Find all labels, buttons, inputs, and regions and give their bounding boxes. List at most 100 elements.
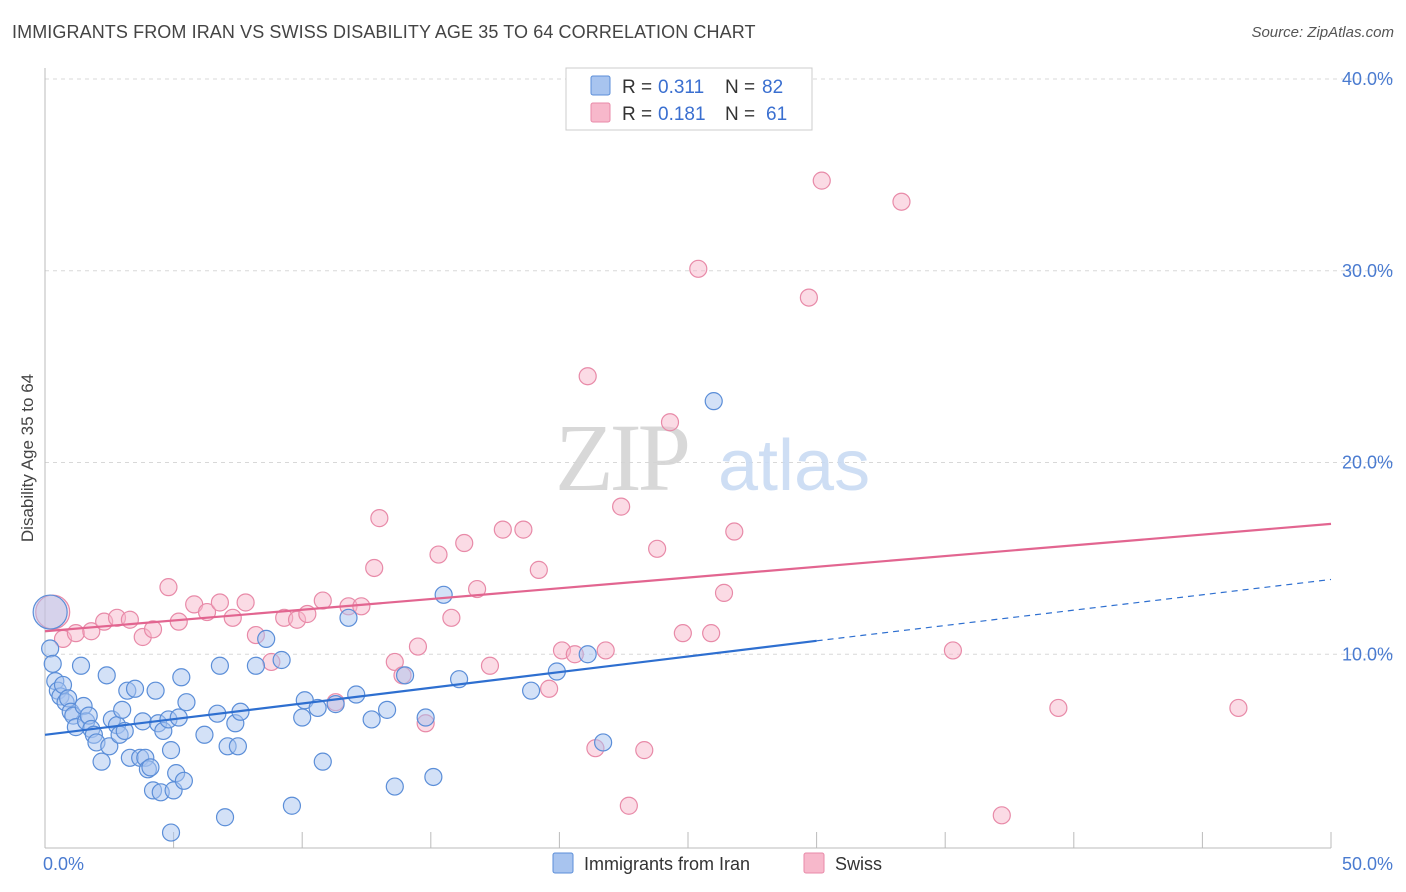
gridlines <box>45 78 1393 655</box>
y-tick-label: 40.0% <box>1342 69 1393 89</box>
swiss-r-value: 0.181 <box>658 104 706 125</box>
iran-point <box>395 666 415 685</box>
iran-point <box>174 771 193 790</box>
swiss-legend-swatch <box>590 102 611 123</box>
swiss-point <box>540 679 559 698</box>
iran-point <box>32 594 68 630</box>
swiss-point <box>578 367 597 386</box>
iran-point <box>146 681 165 700</box>
iran-point <box>43 654 62 673</box>
iran-point <box>228 737 247 756</box>
source-credit: Source: ZipAtlas.com <box>1251 24 1394 41</box>
iran-point <box>195 725 214 744</box>
y-tick-label: 10.0% <box>1342 644 1393 664</box>
iran-r-value: 0.311 <box>658 77 704 98</box>
series-legend: Immigrants from Iran Swiss <box>552 852 882 874</box>
iran-trend-line <box>44 639 817 736</box>
swiss-points <box>35 171 1248 825</box>
iran-point <box>215 808 235 827</box>
iran-point <box>100 737 119 756</box>
iran-point <box>308 698 327 718</box>
iran-point <box>246 656 266 675</box>
iran-series-label: Immigrants from Iran <box>584 854 750 874</box>
iran-point <box>113 700 132 719</box>
iran-point <box>522 681 541 700</box>
iran-point <box>313 752 332 771</box>
swiss-point <box>408 637 428 656</box>
iran-point <box>71 656 91 675</box>
swiss-point <box>159 578 178 597</box>
swiss-point <box>455 533 474 553</box>
iran-point <box>704 392 723 411</box>
stats-legend: R = 0.311 N = 82 R = 0.181 N = 61 <box>565 67 813 131</box>
iran-point <box>578 645 597 664</box>
swiss-series-label: Swiss <box>835 854 882 874</box>
iran-point <box>424 767 443 787</box>
swiss-point <box>892 192 911 211</box>
iran-n-value: 82 <box>762 77 783 98</box>
iran-point <box>594 733 613 752</box>
trend-lines <box>44 522 1332 736</box>
iran-point <box>416 708 435 727</box>
iran-point <box>377 700 397 719</box>
swiss-r-label: R = <box>622 104 652 125</box>
iran-point <box>172 668 191 687</box>
swiss-point <box>689 259 708 278</box>
iran-legend-swatch <box>590 75 611 96</box>
iran-n-label: N = <box>725 77 755 98</box>
iran-r-label: R = <box>622 77 652 98</box>
swiss-point <box>236 593 255 612</box>
swiss-point <box>467 579 487 599</box>
x-axis-ticks <box>44 832 1332 848</box>
iran-point <box>385 777 404 796</box>
swiss-point <box>799 288 818 307</box>
chart-title: IMMIGRANTS FROM IRAN VS SWISS DISABILITY… <box>12 22 756 42</box>
swiss-point <box>514 520 533 539</box>
iran-point <box>210 656 229 675</box>
swiss-point <box>429 545 448 564</box>
swiss-trend-line <box>44 522 1332 633</box>
swiss-point <box>385 652 404 672</box>
swiss-point <box>660 413 680 432</box>
swiss-point <box>725 522 744 541</box>
iran-point <box>41 639 60 658</box>
y-tick-label: 30.0% <box>1342 261 1393 281</box>
iran-point <box>434 585 453 604</box>
swiss-point <box>596 641 615 660</box>
iran-point <box>161 741 181 760</box>
iran-point <box>362 710 381 729</box>
swiss-point <box>442 608 461 627</box>
y-tick-labels: 10.0% 20.0% 30.0% 40.0% <box>1342 69 1393 664</box>
iran-point <box>92 752 111 771</box>
iran-point <box>347 685 366 704</box>
x-tick-label-min: 0.0% <box>43 854 84 874</box>
iran-point <box>257 629 276 649</box>
iran-point <box>125 679 145 698</box>
swiss-point <box>673 624 692 643</box>
swiss-point <box>370 509 389 528</box>
iran-point <box>97 666 116 685</box>
iran-series-swatch <box>552 852 574 874</box>
swiss-point <box>812 171 831 190</box>
swiss-point <box>365 558 384 578</box>
x-tick-label-max: 50.0% <box>1342 854 1393 874</box>
swiss-n-value: 61 <box>766 104 787 125</box>
iran-point <box>339 608 358 627</box>
iran-point <box>177 693 196 712</box>
swiss-point <box>992 806 1011 825</box>
swiss-point <box>529 560 548 579</box>
swiss-point <box>1049 698 1068 718</box>
swiss-point <box>493 520 512 539</box>
swiss-series-swatch <box>803 852 825 874</box>
swiss-point <box>619 796 638 815</box>
watermark: ZIP atlas <box>555 404 870 511</box>
swiss-point <box>210 593 229 612</box>
iran-point <box>293 708 312 727</box>
swiss-point <box>648 539 667 558</box>
iran-point <box>141 758 160 777</box>
swiss-point <box>223 608 242 627</box>
iran-point <box>161 823 181 842</box>
swiss-point <box>480 656 500 675</box>
swiss-point <box>702 624 721 643</box>
